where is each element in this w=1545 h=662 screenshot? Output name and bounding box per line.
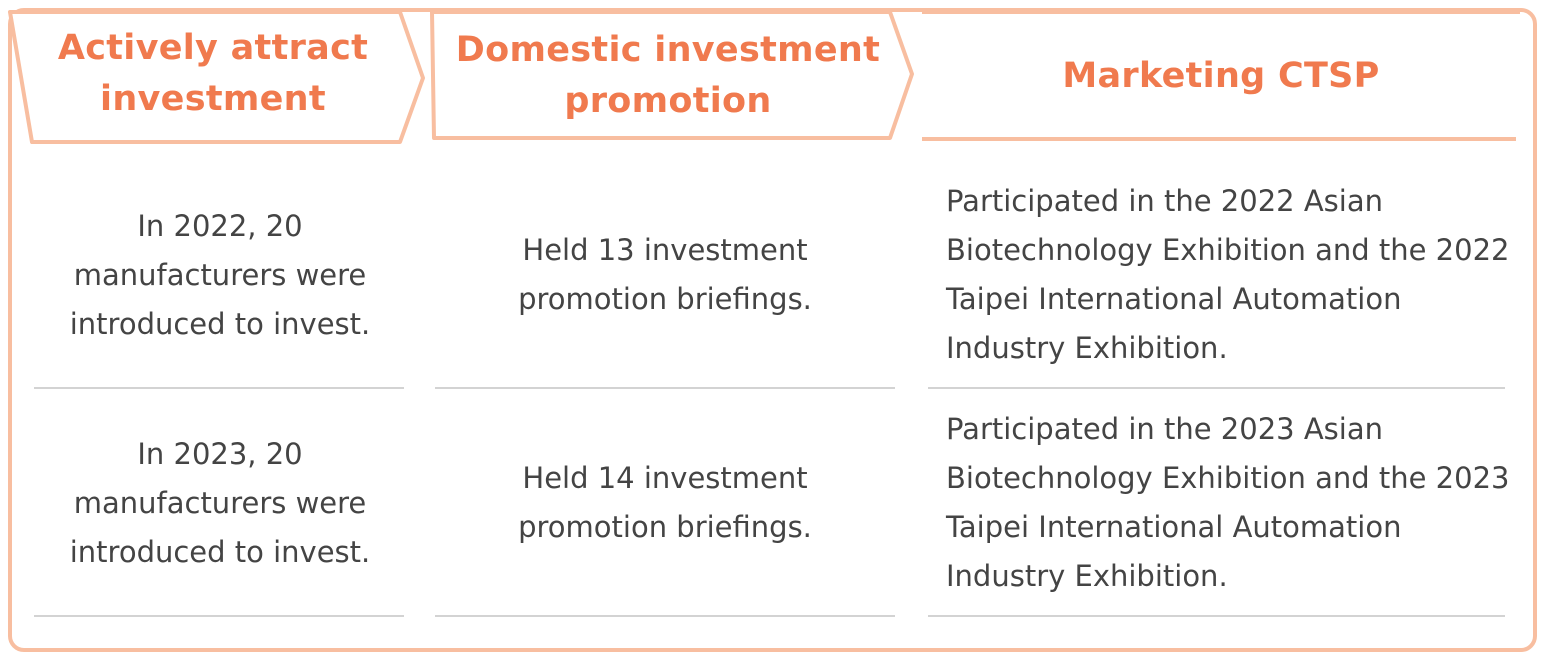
row-1-divider-col-2 [435, 387, 895, 389]
row-1-divider-col-3 [928, 387, 1505, 389]
row-2-attract-cell: In 2023, 20 manufacturers were introduce… [50, 393, 390, 613]
header-label: Domestic investment promotion [455, 30, 881, 121]
cell-text: Participated in the 2023 Asian Biotechno… [946, 412, 1510, 593]
row-1-marketing-cell: Participated in the 2022 Asian Biotechno… [946, 165, 1516, 385]
cell-text: In 2022, 20 manufacturers were introduce… [69, 208, 371, 341]
row-1-attract-cell: In 2022, 20 manufacturers were introduce… [50, 165, 390, 385]
header-domestic-investment-promotion: Domestic investment promotion [448, 22, 888, 130]
header-actively-attract-investment: Actively attract investment [32, 20, 394, 128]
row-2-divider-col-2 [435, 615, 895, 617]
header-marketing-ctsp: Marketing CTSP [926, 22, 1516, 130]
header-label: Actively attract investment [57, 28, 369, 119]
header-label: Marketing CTSP [1062, 55, 1380, 96]
row-1-divider-col-1 [34, 387, 404, 389]
cell-text: Participated in the 2022 Asian Biotechno… [946, 184, 1510, 365]
row-2-divider-col-1 [34, 615, 404, 617]
cell-text: In 2023, 20 manufacturers were introduce… [69, 436, 371, 569]
header-tab-1-outline [8, 10, 425, 144]
row-2-marketing-cell: Participated in the 2023 Asian Biotechno… [946, 393, 1516, 613]
row-1-domestic-cell: Held 13 investment promotion briefings. [470, 165, 860, 385]
row-2-divider-col-3 [928, 615, 1505, 617]
cell-text: Held 13 investment promotion briefings. [518, 233, 812, 316]
header-tab-2-outline [430, 10, 914, 140]
row-2-domestic-cell: Held 14 investment promotion briefings. [470, 393, 860, 613]
cell-text: Held 14 investment promotion briefings. [518, 461, 812, 544]
